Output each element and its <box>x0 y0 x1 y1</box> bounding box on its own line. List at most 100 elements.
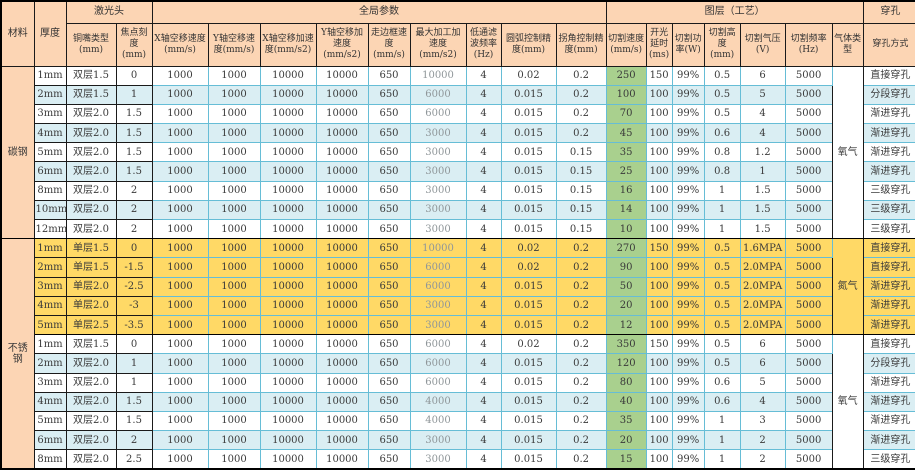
value-cell: 0.2 <box>555 65 607 86</box>
value-cell: 10000 <box>259 180 317 201</box>
value-cell: 1000 <box>207 430 261 451</box>
value-cell: 1000 <box>151 161 209 182</box>
value-cell: 1 <box>115 372 153 393</box>
value-cell: 0.5 <box>703 295 741 316</box>
value-cell: 3000 <box>409 161 467 182</box>
value-cell: 650 <box>367 276 411 297</box>
value-cell: 6mm <box>33 161 67 182</box>
value-cell: 1 <box>115 353 153 374</box>
value-cell: 10 <box>605 218 647 240</box>
value-cell: 2 <box>115 430 153 451</box>
value-cell: 1.5 <box>115 123 153 144</box>
value-cell: 650 <box>367 334 411 355</box>
table-row: 3mm 单层2.0 -2.5 1000 1000 10000 10000 650 6000 4 0.… <box>1 276 915 297</box>
value-cell: 10000 <box>259 199 317 221</box>
value-cell: 10000 <box>259 161 317 182</box>
value-cell: 1000 <box>207 142 261 163</box>
value-cell: 0.2 <box>555 84 607 105</box>
value-cell: 3000 <box>409 218 467 240</box>
value-cell: 2.0MPA <box>739 276 786 297</box>
value-cell: 0.5 <box>703 65 741 86</box>
value-cell: 150 <box>645 65 673 86</box>
group-header: 厚度 <box>33 0 67 67</box>
value-cell: 4 <box>739 103 786 125</box>
value-cell: 0.2 <box>555 295 607 316</box>
value-cell: 1 <box>703 449 741 470</box>
value-cell: 100 <box>645 218 673 240</box>
value-cell: 650 <box>367 238 411 259</box>
value-cell: 单层1.5 <box>65 257 117 278</box>
pierce-mode-cell: 渐进穿孔 <box>862 430 915 451</box>
table-row: 4mm 双层2.0 1.5 1000 1000 10000 10000 650 3000 4 0.0… <box>1 123 915 144</box>
value-cell: 99% <box>671 199 705 221</box>
value-cell: 2mm <box>33 257 67 278</box>
value-cell: 99% <box>671 123 705 144</box>
value-cell: 6000 <box>409 84 467 105</box>
value-cell: 250 <box>605 65 647 86</box>
column-header: 圆弧控制精度(mm) <box>500 22 557 67</box>
column-header: X轴空移速度(mm/s) <box>151 22 209 67</box>
value-cell: 双层2.0 <box>65 218 117 240</box>
value-cell: 2.0MPA <box>739 314 786 336</box>
value-cell: 双层2.0 <box>65 199 117 221</box>
value-cell: 4 <box>465 334 502 355</box>
value-cell: 4 <box>465 65 502 86</box>
value-cell: 4mm <box>33 123 67 144</box>
value-cell: 1000 <box>207 238 261 259</box>
value-cell: 100 <box>645 353 673 374</box>
value-cell: 10000 <box>315 372 369 393</box>
value-cell: 70 <box>605 103 647 125</box>
value-cell: 5000 <box>784 372 833 393</box>
value-cell: 3000 <box>409 180 467 201</box>
value-cell: 0.02 <box>500 238 557 259</box>
value-cell: 5000 <box>784 218 833 240</box>
table-row: 3mm 双层2.0 1 1000 1000 10000 10000 650 6000 4 0.015… <box>1 372 915 393</box>
value-cell: 双层1.5 <box>65 334 117 355</box>
value-cell: 5 <box>739 372 786 393</box>
value-cell: 双层2.0 <box>65 449 117 470</box>
pierce-mode-cell: 渐进穿孔 <box>862 314 915 336</box>
value-cell: 5000 <box>784 449 833 470</box>
value-cell: 4mm <box>33 391 67 412</box>
value-cell: 99% <box>671 276 705 297</box>
value-cell: 650 <box>367 84 411 105</box>
value-cell: 0.5 <box>703 103 741 125</box>
value-cell: 1000 <box>207 199 261 221</box>
value-cell: 10000 <box>315 65 369 86</box>
material-cell: 碳钢 <box>0 65 35 240</box>
material-cell: 不锈钢 <box>0 238 35 470</box>
value-cell: 双层2.0 <box>65 391 117 412</box>
value-cell: 0.015 <box>500 84 557 105</box>
value-cell: 双层2.0 <box>65 430 117 451</box>
value-cell: 650 <box>367 161 411 182</box>
value-cell: 1000 <box>151 142 209 163</box>
value-cell: 10000 <box>259 334 317 355</box>
value-cell: 6000 <box>409 372 467 393</box>
value-cell: 650 <box>367 257 411 278</box>
value-cell: 双层2.0 <box>65 142 117 163</box>
value-cell: 双层1.5 <box>65 65 117 86</box>
value-cell: 35 <box>605 142 647 163</box>
value-cell: 100 <box>645 410 673 432</box>
value-cell: 1000 <box>207 372 261 393</box>
value-cell: 10000 <box>409 238 467 259</box>
value-cell: 5mm <box>33 142 67 163</box>
value-cell: -2.5 <box>115 276 153 297</box>
value-cell: 10000 <box>259 142 317 163</box>
value-cell: 1000 <box>151 238 209 259</box>
column-header: Y轴空移加速度(mm/s2) <box>315 22 369 67</box>
value-cell: 0.2 <box>555 372 607 393</box>
value-cell: 99% <box>671 430 705 451</box>
value-cell: 3mm <box>33 372 67 393</box>
value-cell: 0.02 <box>500 257 557 278</box>
value-cell: 5000 <box>784 430 833 451</box>
value-cell: 100 <box>645 430 673 451</box>
value-cell: 40 <box>605 391 647 412</box>
value-cell: 1000 <box>151 391 209 412</box>
value-cell: 单层1.5 <box>65 238 117 259</box>
value-cell: 1000 <box>151 430 209 451</box>
value-cell: 20 <box>605 430 647 451</box>
value-cell: 99% <box>671 65 705 86</box>
column-header: 开光延时(ms) <box>645 22 673 67</box>
value-cell: 10000 <box>315 430 369 451</box>
